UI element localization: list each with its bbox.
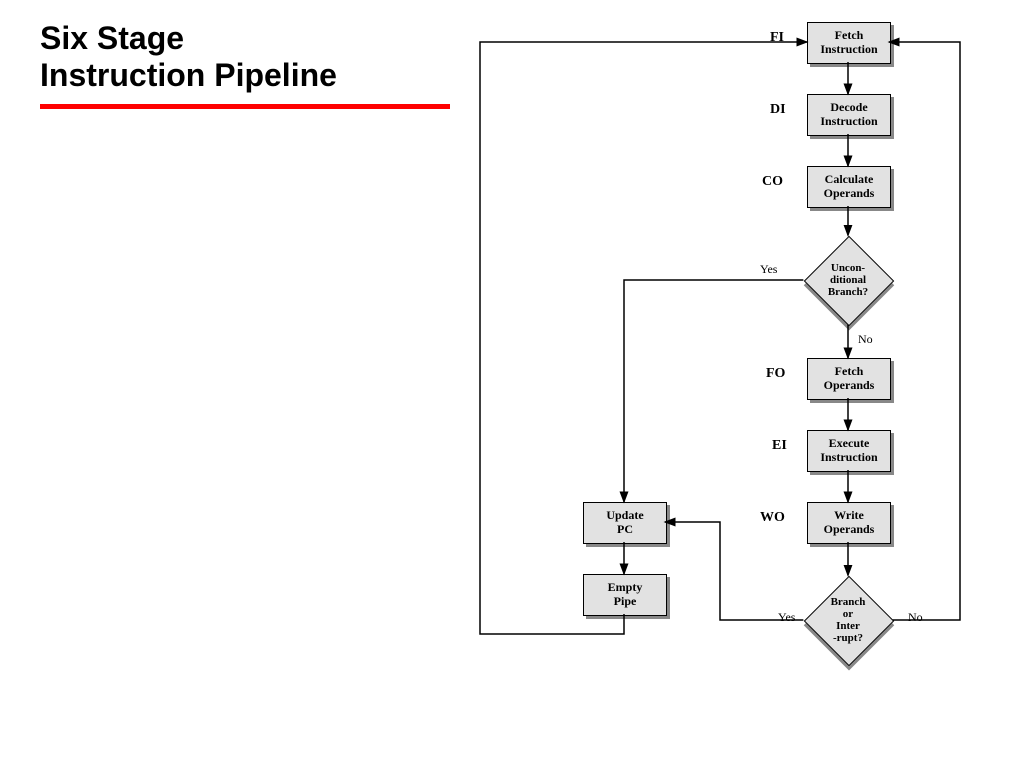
edge-label: Yes <box>778 610 795 625</box>
edge-label: No <box>908 610 923 625</box>
edges-layer <box>0 0 1024 768</box>
edge-label: Yes <box>760 262 777 277</box>
edge-label: No <box>858 332 873 347</box>
flowchart-canvas: FetchInstructionFIDecodeInstructionDICal… <box>0 0 1024 768</box>
